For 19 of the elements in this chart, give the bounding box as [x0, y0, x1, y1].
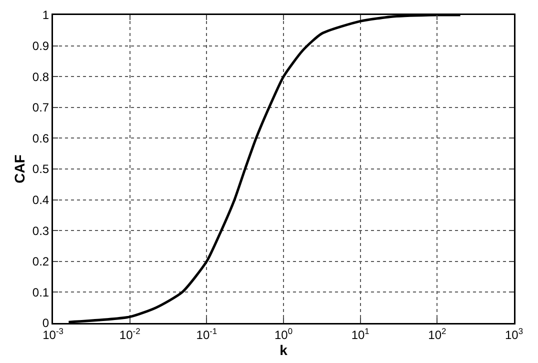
x-axis-title: k	[280, 342, 288, 358]
x-tick-label: 10$^{0}$	[274, 326, 293, 342]
y-tick-label: 0.2	[32, 254, 50, 269]
x-tick-label: 10$^{2}$	[428, 326, 447, 342]
y-tick-label: 0.1	[32, 285, 50, 300]
y-axis-title: CAF	[11, 154, 28, 184]
y-tick-label: 0.9	[32, 39, 50, 53]
x-tick-label: 10$^{-1}$	[196, 326, 218, 342]
y-tick-label: 0.5	[32, 162, 50, 176]
y-tick-label: 0.6	[32, 131, 50, 146]
y-tick-label: 1	[42, 8, 50, 22]
y-tick-label: 0.4	[32, 193, 50, 207]
y-tick-label: 0.8	[32, 70, 50, 84]
y-tick-label: 0.3	[32, 224, 50, 238]
y-tick-label: 0.7	[32, 100, 50, 115]
y-tick-label: 0	[42, 316, 50, 330]
x-tick-label: 10$^{-2}$	[119, 326, 141, 342]
x-tick-label: 10$^{3}$	[504, 326, 524, 342]
x-tick-label: 10$^{1}$	[351, 326, 370, 342]
